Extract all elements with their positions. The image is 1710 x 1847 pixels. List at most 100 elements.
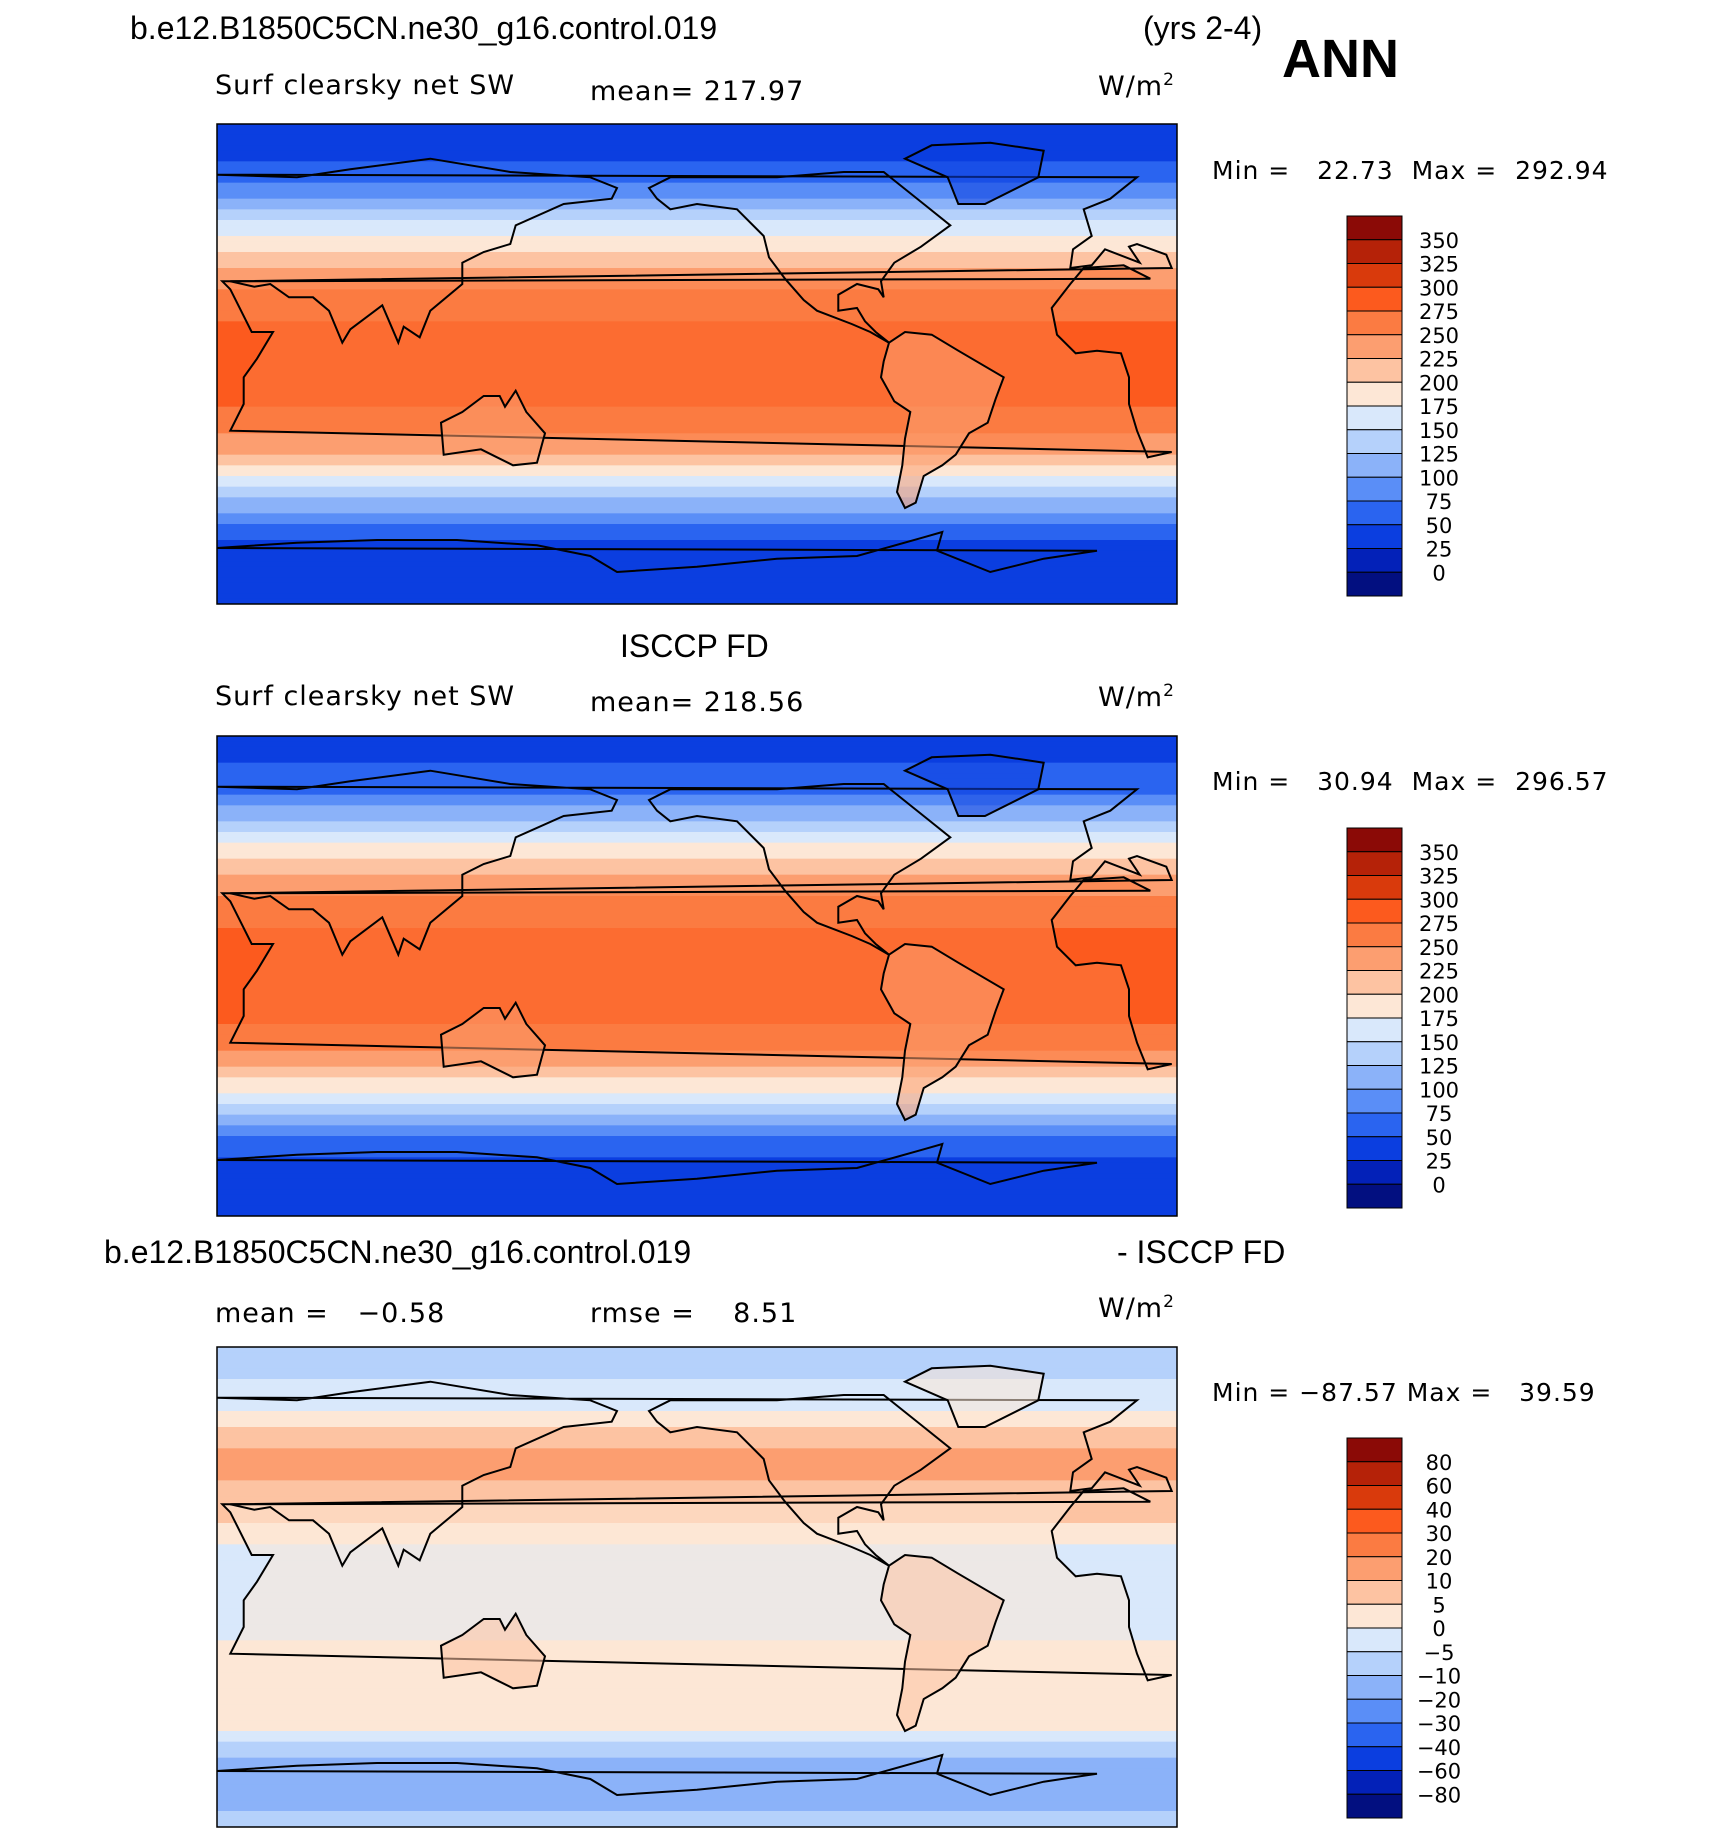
colorbar-swatch: [1346, 1556, 1403, 1581]
zonal-band: [217, 1560, 1177, 1567]
zonal-band: [217, 177, 1177, 184]
colorbar-swatch: [1346, 1675, 1403, 1700]
zonal-band: [217, 348, 1177, 354]
coastline-australia: [439, 1000, 547, 1079]
panel2-min-label: Min =: [1212, 767, 1291, 796]
colorbar-tick-label: 125: [1419, 1055, 1459, 1079]
zonal-band: [217, 1635, 1177, 1641]
zonal-band: [217, 1024, 1177, 1030]
zonal-band: [217, 922, 1177, 929]
zonal-band: [217, 561, 1177, 568]
map-panel-1: [216, 123, 1178, 605]
colorbar-swatch: [1346, 1017, 1403, 1043]
colorbar-swatch: [1346, 827, 1403, 853]
zonal-band: [217, 1168, 1177, 1174]
zonal-band: [217, 1501, 1177, 1508]
colorbar-swatch: [1346, 946, 1403, 971]
zonal-band: [217, 1709, 1177, 1716]
panel1-max-value: 292.94: [1515, 156, 1609, 185]
colorbar-tick-label: −80: [1417, 1783, 1461, 1807]
zonal-band: [217, 917, 1177, 924]
map-field-2: [217, 736, 1177, 1216]
zonal-band: [217, 465, 1177, 472]
zonal-band: [217, 220, 1177, 226]
colorbar-swatch: [1346, 453, 1403, 478]
coastline-australia: [439, 1611, 547, 1690]
zonal-band: [217, 848, 1177, 854]
zonal-band: [217, 369, 1177, 376]
zonal-band: [217, 1114, 1177, 1121]
colorbar-tick-label: 75: [1426, 1102, 1453, 1126]
zonal-band: [217, 156, 1177, 162]
colorbar-swatch: [1346, 1437, 1403, 1463]
zonal-band: [217, 454, 1177, 461]
coastline-greenland: [902, 753, 1045, 817]
zonal-band: [217, 385, 1177, 392]
zonal-band: [217, 257, 1177, 264]
panel1-mean-label: mean=: [590, 76, 695, 107]
colorbar-tick-label: −5: [1424, 1641, 1455, 1665]
colorbar-tick-label: 275: [1419, 300, 1459, 324]
zonal-band: [217, 428, 1177, 434]
zonal-band: [217, 1373, 1177, 1380]
zonal-band: [217, 1619, 1177, 1625]
panel3-max-label: Max =: [1406, 1378, 1493, 1407]
colorbar-swatch: [1346, 1746, 1403, 1771]
zonal-band: [217, 1125, 1177, 1132]
colorbar-swatch: [1346, 1580, 1403, 1605]
map-panel-2: [216, 735, 1178, 1217]
zonal-band: [217, 1008, 1177, 1014]
colorbar-swatch: [1346, 1793, 1403, 1819]
zonal-band: [217, 577, 1177, 584]
zonal-band: [217, 1533, 1177, 1540]
zonal-band: [217, 1379, 1177, 1385]
zonal-band: [217, 1571, 1177, 1577]
zonal-band: [217, 965, 1177, 972]
colorbar-swatch: [1346, 1508, 1403, 1534]
zonal-band: [217, 278, 1177, 285]
panel1-units: W/m2: [1098, 70, 1175, 102]
zonal-band: [217, 954, 1177, 961]
panel2-units-exp: 2: [1163, 681, 1175, 701]
colorbar-swatch: [1346, 405, 1403, 431]
zonal-band: [217, 550, 1177, 557]
colorbar-swatch: [1346, 1532, 1403, 1558]
zonal-band: [217, 193, 1177, 200]
colorbar-swatch: [1346, 1065, 1403, 1090]
panel3-max-value: 39.59: [1519, 1378, 1596, 1407]
zonal-band: [217, 864, 1177, 870]
zonal-band: [217, 1405, 1177, 1412]
zonal-band: [217, 1688, 1177, 1695]
colorbar-swatch: [1346, 548, 1403, 573]
zonal-band: [217, 1368, 1177, 1375]
zonal-band: [217, 1066, 1177, 1073]
colorbar-swatch: [1346, 851, 1403, 876]
land-tint-australia: [441, 1002, 545, 1078]
zonal-band: [217, 1811, 1177, 1817]
zonal-band: [217, 1162, 1177, 1169]
zonal-band: [217, 1045, 1177, 1052]
zonal-band: [217, 422, 1177, 429]
zonal-band: [217, 1152, 1177, 1158]
zonal-band: [217, 524, 1177, 530]
zonal-band: [217, 188, 1177, 194]
panel3-title-left: b.e12.B1850C5CN.ne30_g16.control.019: [104, 1234, 692, 1270]
colorbar-tick-label: 150: [1419, 419, 1459, 443]
zonal-band: [217, 486, 1177, 493]
zonal-band: [217, 890, 1177, 897]
panel3-min-label: Min =: [1212, 1378, 1291, 1407]
colorbar-tick-label: 100: [1419, 466, 1459, 490]
zonal-band: [217, 997, 1177, 1004]
panel3-units: W/m2: [1098, 1292, 1175, 1324]
zonal-band: [217, 172, 1177, 178]
panel1-mean-value: 217.97: [703, 76, 805, 107]
zonal-band: [217, 1613, 1177, 1620]
zonal-band: [217, 784, 1177, 790]
zonal-band: [217, 1544, 1177, 1551]
zonal-band: [217, 816, 1177, 822]
zonal-band: [217, 476, 1177, 482]
zonal-band: [217, 1389, 1177, 1396]
panel3-rmse-label: rmse =: [590, 1298, 695, 1329]
zonal-band: [217, 145, 1177, 152]
zonal-band: [217, 1496, 1177, 1503]
